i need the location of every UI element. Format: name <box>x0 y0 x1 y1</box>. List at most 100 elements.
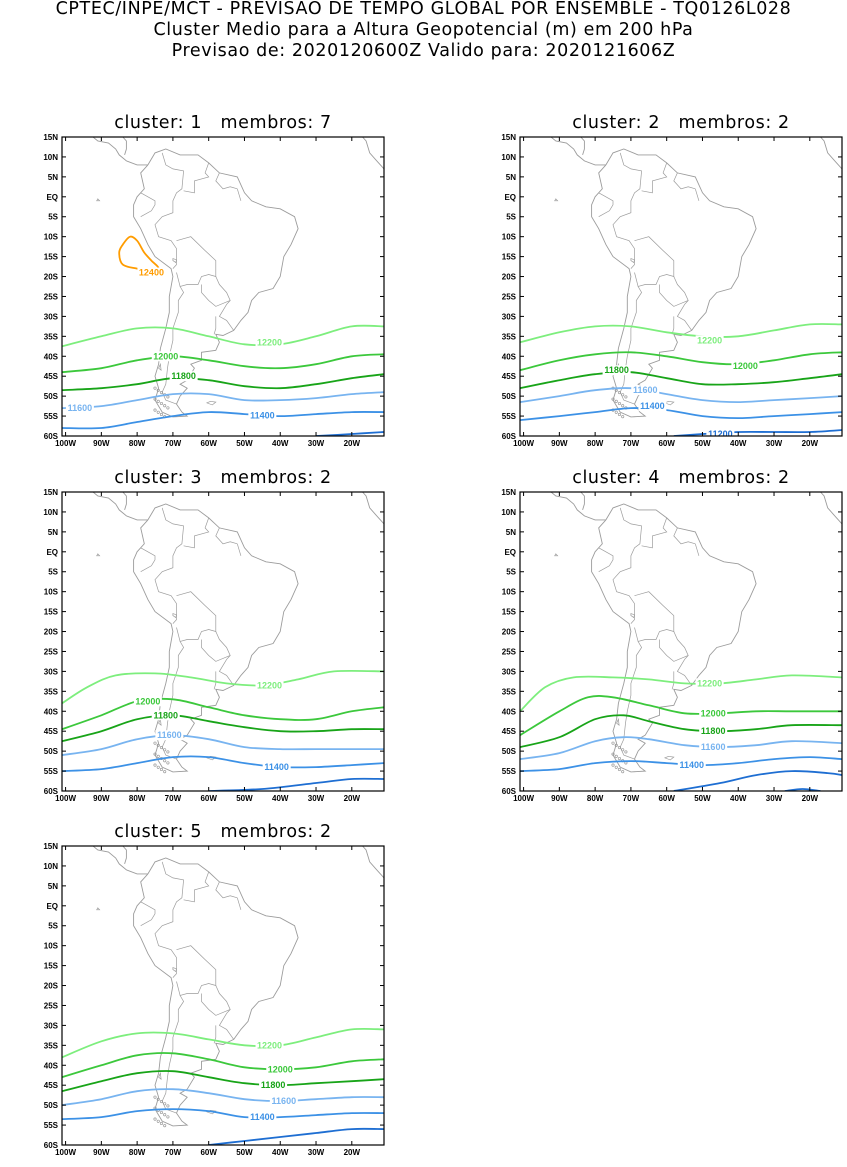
coastline-central-america <box>92 137 148 166</box>
lat-tick-label: 50S <box>44 392 59 401</box>
fjord-islet <box>163 748 167 752</box>
lat-tick-label: 5S <box>506 568 516 577</box>
lat-tick-label: 5S <box>48 213 58 222</box>
fjord-islet <box>159 412 164 417</box>
fjord-islet <box>614 399 618 403</box>
contour-unlabeled <box>208 1127 384 1145</box>
lake-outline <box>172 613 177 619</box>
country-border <box>140 547 156 573</box>
contour-label: 11400 <box>679 760 704 770</box>
contour-layer: 12200 12000 11800 11600 11400 <box>520 674 842 791</box>
contour-label: 11600 <box>68 403 93 413</box>
fjord-islet <box>163 770 167 774</box>
contour-label: 11600 <box>272 1096 297 1106</box>
contour-label-bg <box>631 385 660 396</box>
island-outline <box>96 907 101 911</box>
country-border <box>659 631 689 662</box>
contour-label: 11400 <box>640 401 665 411</box>
country-border <box>161 995 185 1114</box>
fjord-islet <box>159 1121 164 1126</box>
contour-label: 11600 <box>157 730 182 740</box>
fjord-islet <box>166 1104 170 1108</box>
geopotential-map: 12200 12000 11800 11600 11400 15N 10N 5N EQ 5S 10S… <box>43 842 385 1157</box>
fjord-islet <box>611 397 615 401</box>
geopotential-map: 12200 12000 11800 11600 11400 11200 15N 10N 5N EQ… <box>501 133 843 448</box>
fjord-islet <box>617 401 622 406</box>
contour-label: 12000 <box>701 708 726 718</box>
contour-11200 <box>673 429 842 436</box>
contour-label: 12200 <box>257 337 282 347</box>
lon-tick-label: 100W <box>55 439 76 448</box>
coastline-south-america <box>591 148 757 418</box>
lat-tick-label: 25S <box>502 292 517 301</box>
country-border <box>154 507 184 624</box>
fjord-islet <box>617 745 622 750</box>
fjord-islet <box>611 741 615 745</box>
country-border <box>671 671 675 690</box>
fjord-islet <box>156 1097 160 1101</box>
contour-label: 11400 <box>264 762 289 772</box>
fjord-islet <box>163 404 167 408</box>
contour-label-bg <box>699 742 728 753</box>
lat-tick-label: 40S <box>502 352 517 361</box>
lat-tick-label: 15S <box>502 608 517 617</box>
coastline-central-america <box>92 846 148 875</box>
lat-tick-label: 60S <box>502 787 517 796</box>
lat-tick-label: 15S <box>44 253 59 262</box>
contour-label-bg <box>266 1064 295 1075</box>
lat-tick-label: EQ <box>46 902 58 911</box>
coastline-layer <box>550 137 842 419</box>
contour-label: 11800 <box>153 710 178 720</box>
lat-tick-label: 5N <box>48 528 58 537</box>
country-border <box>154 861 184 978</box>
island-outline <box>205 755 217 761</box>
country-border <box>236 543 242 556</box>
lat-tick-label: 50S <box>44 1101 59 1110</box>
contour-label-bg <box>699 708 728 719</box>
country-border <box>183 871 210 903</box>
coastline-caribbean-north <box>115 492 127 511</box>
contour-12200 <box>520 674 842 712</box>
island-outline <box>96 198 101 202</box>
map-panel-cluster-4: cluster: 4 membros: 2 12200 12000 11800 116… <box>458 468 847 813</box>
fjord-islet <box>156 388 160 392</box>
lon-tick-label: 90W <box>551 794 568 803</box>
island-outline <box>554 553 559 557</box>
contour-11800 <box>62 1070 384 1093</box>
map-panel-cluster-3: cluster: 3 membros: 2 12200 12000 11800 116… <box>0 468 400 813</box>
fjord-islet <box>159 401 164 406</box>
contour-layer: 12200 12000 11800 11600 11400 <box>62 669 384 791</box>
country-border <box>213 316 217 335</box>
contour-12000 <box>62 697 384 731</box>
contour-label-bg <box>248 1112 277 1123</box>
lon-tick-label: 20W <box>344 1148 361 1157</box>
contour-11800 <box>62 373 384 392</box>
map-frame <box>519 136 843 437</box>
contour-label-bg <box>677 760 706 771</box>
fjord-islet <box>159 390 164 395</box>
contour-label-bg <box>248 410 277 421</box>
fjord-islet <box>614 743 618 747</box>
lat-tick-label: 55S <box>44 1121 59 1130</box>
lon-tick-label: 50W <box>694 439 711 448</box>
panel-title: cluster: 1 membros: 7 <box>114 113 332 133</box>
lon-tick-label: 70W <box>623 439 640 448</box>
country-border <box>641 517 668 549</box>
panel-title: cluster: 3 membros: 2 <box>114 468 332 488</box>
lat-tick-label: 50S <box>502 392 517 401</box>
contour-label: 11800 <box>604 365 629 375</box>
contour-label-bg <box>259 1080 288 1091</box>
lat-tick-label: 40S <box>44 1061 59 1070</box>
island-outline <box>158 1071 162 1081</box>
country-border <box>676 655 692 686</box>
fjord-islet <box>617 412 622 417</box>
country-border <box>694 543 700 556</box>
lon-tick-label: 80W <box>587 439 604 448</box>
map-layers: 12200 12000 11800 11600 11400 11200 <box>520 137 842 436</box>
lat-tick-label: 35S <box>502 687 517 696</box>
lat-tick-label: 15S <box>44 962 59 971</box>
country-border <box>140 901 156 927</box>
lat-tick-label: 35S <box>502 332 517 341</box>
contour-label-bg <box>731 361 760 372</box>
contour-11600 <box>62 1088 384 1106</box>
